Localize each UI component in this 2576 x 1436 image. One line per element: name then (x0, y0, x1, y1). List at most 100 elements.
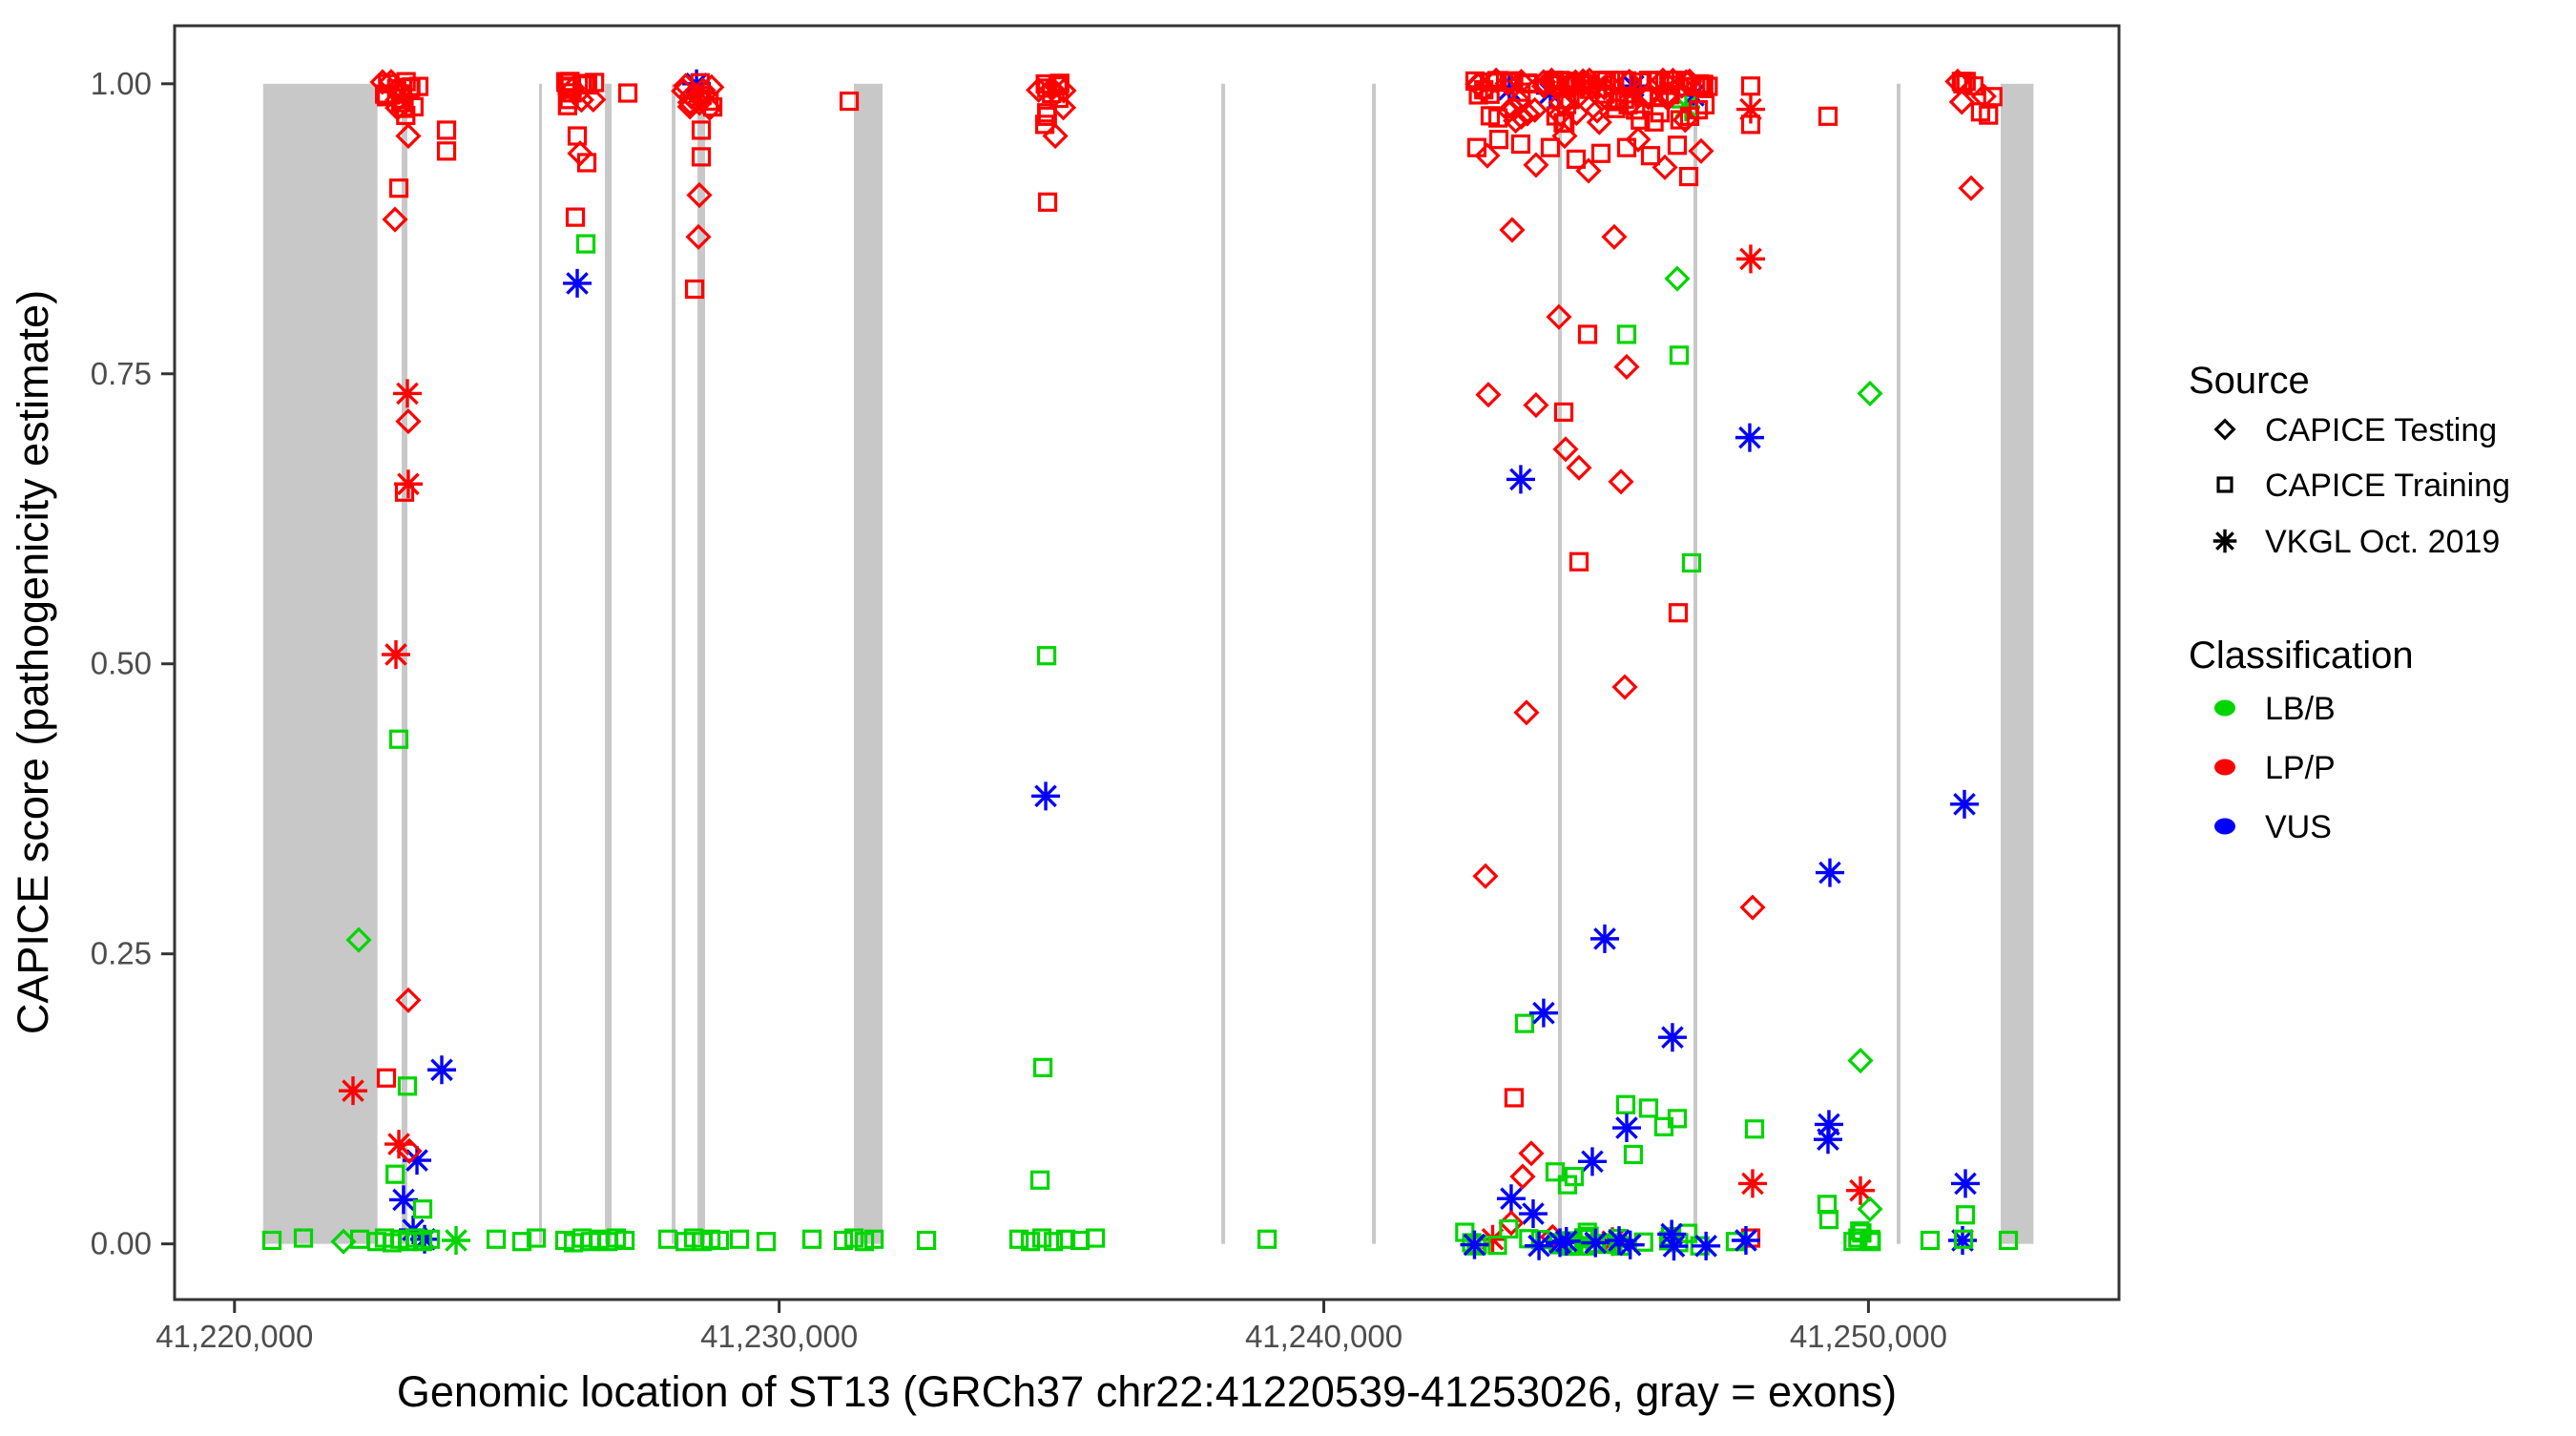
point-asterisk (2212, 529, 2237, 553)
legend-class-swatch (2214, 818, 2235, 835)
point-square (756, 1232, 777, 1252)
point-square (1577, 324, 1598, 344)
legend-class-swatch (2214, 699, 2235, 717)
point-square (394, 482, 415, 502)
point-diamond (1552, 436, 1579, 463)
point-square (864, 1229, 884, 1249)
point-asterisk (392, 379, 422, 408)
legend-source-item-label: CAPICE Testing (2265, 412, 2497, 448)
legend-class-item-label: LB/B (2265, 691, 2336, 727)
exon-bands (262, 83, 2034, 1244)
point-diamond (1739, 894, 1766, 921)
point-diamond (1611, 674, 1638, 700)
legend-source-title: Source (2189, 360, 2310, 402)
point-diamond (1847, 1047, 1874, 1074)
point-asterisk (339, 1076, 368, 1106)
point-square (1920, 1230, 1941, 1251)
point-square (1644, 112, 1664, 132)
point-square (1556, 94, 1577, 114)
point-square (420, 1229, 441, 1249)
exon-band (605, 83, 613, 1244)
point-square (1953, 73, 1973, 94)
point-diamond (1474, 142, 1501, 169)
point-square (684, 279, 705, 300)
point-square (1852, 1223, 1872, 1243)
point-square (1499, 1218, 1519, 1239)
point-square (1553, 402, 1574, 422)
point-square (385, 1164, 405, 1184)
point-square (1616, 137, 1637, 157)
x-tick-label: 41,230,000 (700, 1319, 858, 1354)
point-asterisk (1496, 1184, 1526, 1214)
point-diamond (345, 926, 372, 953)
point-asterisk (1951, 1169, 1981, 1198)
point-square (1462, 1233, 1482, 1253)
x-tick-label: 41,240,000 (1245, 1319, 1402, 1354)
point-diamond (1584, 97, 1610, 124)
point-diamond (1514, 100, 1541, 127)
point-square (390, 93, 411, 113)
point-diamond (1601, 223, 1628, 250)
y-tick-label: 0.50 (91, 646, 152, 681)
point-asterisk (1735, 244, 1765, 274)
point-square (1468, 85, 1488, 105)
point-asterisk (1506, 465, 1535, 494)
legend-classification-items: LB/B LP/P VUS (2214, 691, 2336, 845)
point-square (1667, 1109, 1688, 1129)
point-square (1031, 1228, 1052, 1248)
point-diamond (395, 987, 422, 1013)
point-diamond (1513, 699, 1540, 726)
point-asterisk (1605, 1226, 1634, 1256)
point-diamond (1499, 217, 1526, 243)
point-diamond (1498, 1210, 1525, 1237)
point-square (1029, 1170, 1050, 1190)
point-square (575, 234, 596, 254)
point-square (1547, 74, 1567, 95)
point-square (1638, 1098, 1659, 1118)
point-square (1615, 1094, 1636, 1114)
point-square (699, 91, 719, 112)
y-axis: 0.00 0.25 0.50 0.75 1.00 (91, 66, 175, 1261)
point-diamond (676, 94, 703, 120)
point-square (1540, 137, 1561, 157)
legend-source-items: CAPICE Testing CAPICE Training VKGL Oct. 2… (2212, 412, 2510, 560)
point-asterisk (442, 1225, 471, 1255)
point-diamond (1664, 265, 1691, 292)
point-square (1036, 646, 1057, 666)
point-square (1616, 324, 1637, 344)
legend-class-swatch (2214, 759, 2235, 776)
point-diamond (1970, 83, 1997, 110)
point-square (261, 1230, 282, 1251)
point-diamond (1650, 67, 1676, 94)
point-diamond (1948, 89, 1975, 115)
point-asterisk (1589, 924, 1619, 953)
exon-band (697, 83, 706, 1244)
point-diamond (1509, 1163, 1536, 1190)
point-asterisk (1581, 1228, 1610, 1258)
point-square (1955, 1205, 1976, 1225)
point-asterisk (1611, 1113, 1641, 1143)
point-square (396, 105, 416, 126)
legend-class-item-label: LP/P (2265, 750, 2336, 786)
point-asterisk (1815, 858, 1844, 887)
point-asterisk (1460, 1230, 1489, 1259)
point-diamond (1857, 380, 1883, 406)
legend-class-item-label: VUS (2265, 809, 2332, 845)
point-asterisk (1518, 1199, 1548, 1229)
point-square (1668, 603, 1689, 623)
point-square (1963, 75, 1984, 96)
point-square (511, 1232, 532, 1252)
exon-band (1693, 83, 1697, 1244)
point-square (388, 178, 409, 198)
legend-source-item-label: CAPICE Training (2265, 468, 2510, 504)
point-square (1998, 1230, 2019, 1251)
point-square (1504, 1088, 1525, 1108)
y-tick-label: 0.75 (91, 356, 152, 391)
point-square (1618, 94, 1638, 114)
point-square (388, 729, 409, 749)
point-asterisk (1735, 423, 1764, 452)
point-diamond (382, 206, 408, 233)
point-square (1545, 1162, 1566, 1182)
point-square (376, 1068, 397, 1088)
point-asterisk (563, 268, 592, 298)
